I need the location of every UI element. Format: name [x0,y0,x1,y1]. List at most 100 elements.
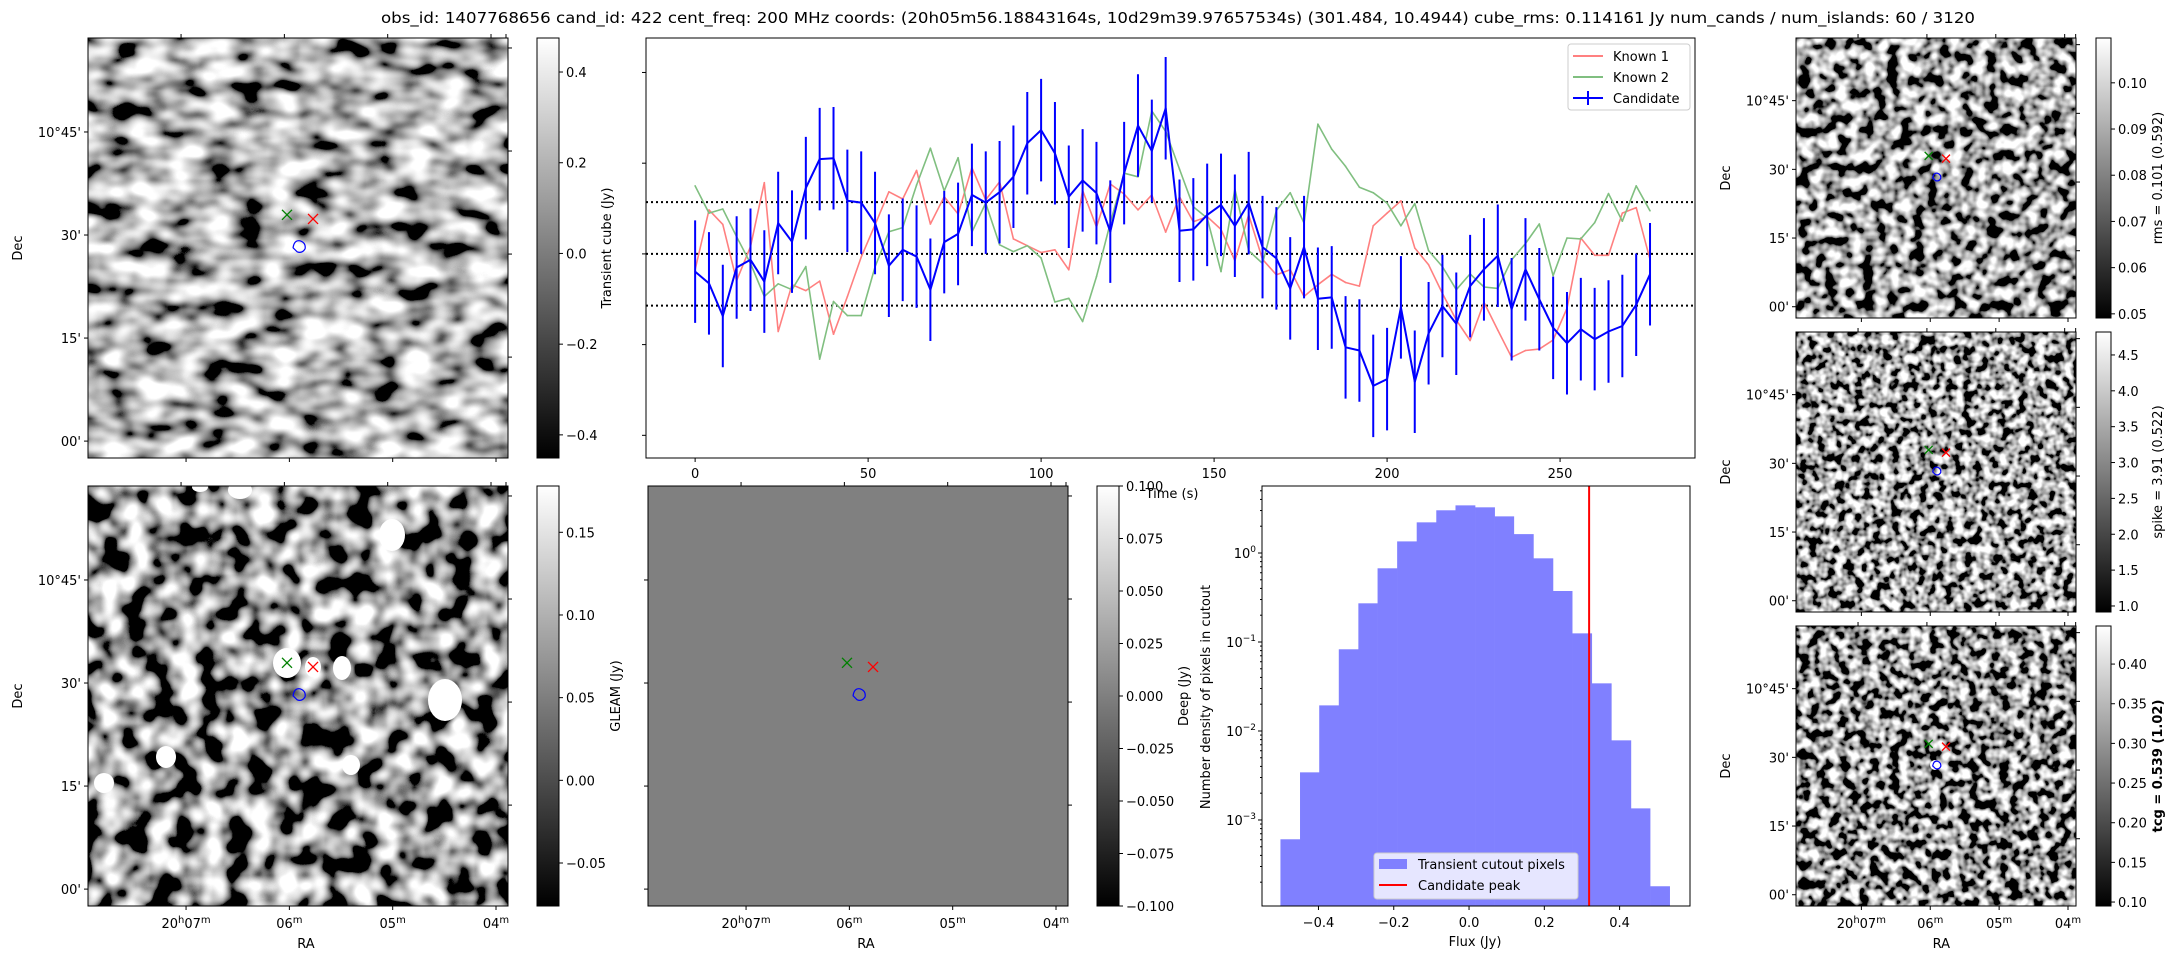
candidate-contour [292,240,306,253]
known-2-point [846,314,849,317]
known-2-point [1372,191,1375,194]
colorbar-tick-label: 0.0 [566,247,587,262]
known-2-point [915,184,918,186]
known-2-marker-icon [281,209,293,221]
candidate-point [818,158,821,160]
colorbar-tick-label: −0.025 [1126,743,1174,758]
known-1-point [805,289,807,292]
dec-tick-label: 30' [1769,163,1789,178]
legend-box [1567,43,1691,111]
candidate-point [1496,254,1499,257]
candidate-point [1012,175,1015,178]
known-1-point [860,256,862,258]
known-1-point [1386,212,1388,214]
candidate-point [694,270,696,273]
dec-tick-label: 10°45' [38,574,81,589]
known-2-point [1552,274,1554,277]
known-2-point [929,147,932,150]
ra-tick-value: 06 [1917,917,1934,932]
histogram-bar [1591,683,1612,906]
candidate-contour [1932,466,1942,476]
known-2-point [1593,221,1596,224]
candidate-point [1413,381,1416,383]
known-2-point [1081,320,1084,323]
candidate-point [777,222,779,224]
ra-unit-superscript: m [396,915,406,926]
x-tick-label: 200 [1375,467,1400,482]
colorbar-label: spike = 3.91 (0.522) [2151,405,2166,538]
candidate-point [874,222,876,224]
colorbar-tick-label: 0.2 [566,157,587,172]
light-curve-chart: 0 50 100 150 200 250 Time (s) Known 1 Known 2 Can… [642,37,1696,502]
histogram-bar [1650,886,1670,906]
candidate-point [1123,172,1125,174]
candidate-point [1247,202,1250,204]
legend-label: Known 2 [1613,71,1669,86]
known-1-point [1496,329,1499,331]
ra-tick-value: 20 [1837,917,1854,932]
dec-tick-label: 15' [1769,526,1789,541]
candidate-point [1483,268,1485,271]
colorbar-tick-label: 1.0 [2118,600,2139,615]
x-tick-label: 100 [1029,467,1054,482]
candidate-point [1067,195,1070,198]
known-1-point [1400,200,1402,202]
known-2-point [1400,224,1402,227]
histogram-bar [1494,516,1515,906]
y-tick-label: 10−1 [1226,634,1256,651]
dec-tick-label: 00' [1769,595,1789,610]
colorbar-tick-label: 0.09 [2118,123,2147,138]
colorbar-tick-label: 0.4 [566,66,587,81]
histogram-bar [1552,591,1573,906]
tick-base: 10 [1226,725,1243,740]
ra-unit-superscript: m [2003,915,2013,926]
x-tick-label: 150 [1202,467,1227,482]
x-axis-label: Time (s) [1145,487,1199,502]
dec-tick-label: 15' [1769,820,1789,835]
dec-tick-label: 15' [61,332,81,347]
x-tick-label: 0 [691,467,699,482]
ra-tick-label: 05m [380,915,406,932]
ra-tick-label: 05m [940,915,966,932]
colorbar-tick-label: −0.4 [566,429,598,444]
candidate-point [1372,385,1375,387]
ra-tick-label: 05m [1986,915,2012,932]
known-2-point [1178,168,1181,170]
known-1-marker-icon [1941,742,1951,752]
known-2-marker-icon [1924,151,1934,161]
known-1-point [846,295,849,298]
known-1-point [1040,251,1042,254]
tick-exponent: −3 [1243,812,1256,822]
candidate-point [1192,228,1195,231]
histogram-bar [1436,510,1456,906]
colorbar-tick-label: 0.100 [1126,480,1163,495]
deep-colorbar: 0.100 0.075 0.050 0.025 0.000 −0.025 −0.050 −0.… [1096,480,1192,915]
ra-tick-value: 20 [721,917,738,932]
ra-unit-superscript: m [201,915,211,926]
known-1-point [929,223,932,225]
known-1-marker-icon [1941,154,1951,164]
candidate-point [1469,285,1471,287]
known-2-point [1538,223,1541,225]
ra-tick-value: 04 [1043,917,1060,932]
known-2-point [1026,244,1029,247]
colorbar-tick-label: 0.05 [566,692,595,707]
y-tick-label: 10−2 [1226,723,1256,740]
bright-source [333,656,351,680]
candidate-point [749,258,752,261]
colorbar-tick-label: 0.15 [2118,856,2147,871]
known-2-point [1580,238,1582,240]
known-2-point [722,208,724,210]
dec-tick-label: 10°45' [1746,683,1789,698]
image-frame [87,37,509,459]
ra-tick-value: 07 [744,917,761,932]
ra-tick-value: 04 [2055,917,2072,932]
y-axis-label: Number density of pixels in cutout [1199,585,1214,809]
candidate-point [888,264,890,267]
ra-tick-label: 20h07m [1837,915,1886,932]
known-2-point [708,212,710,214]
colorbar-gradient [536,37,560,459]
histogram-bar [1630,808,1651,906]
